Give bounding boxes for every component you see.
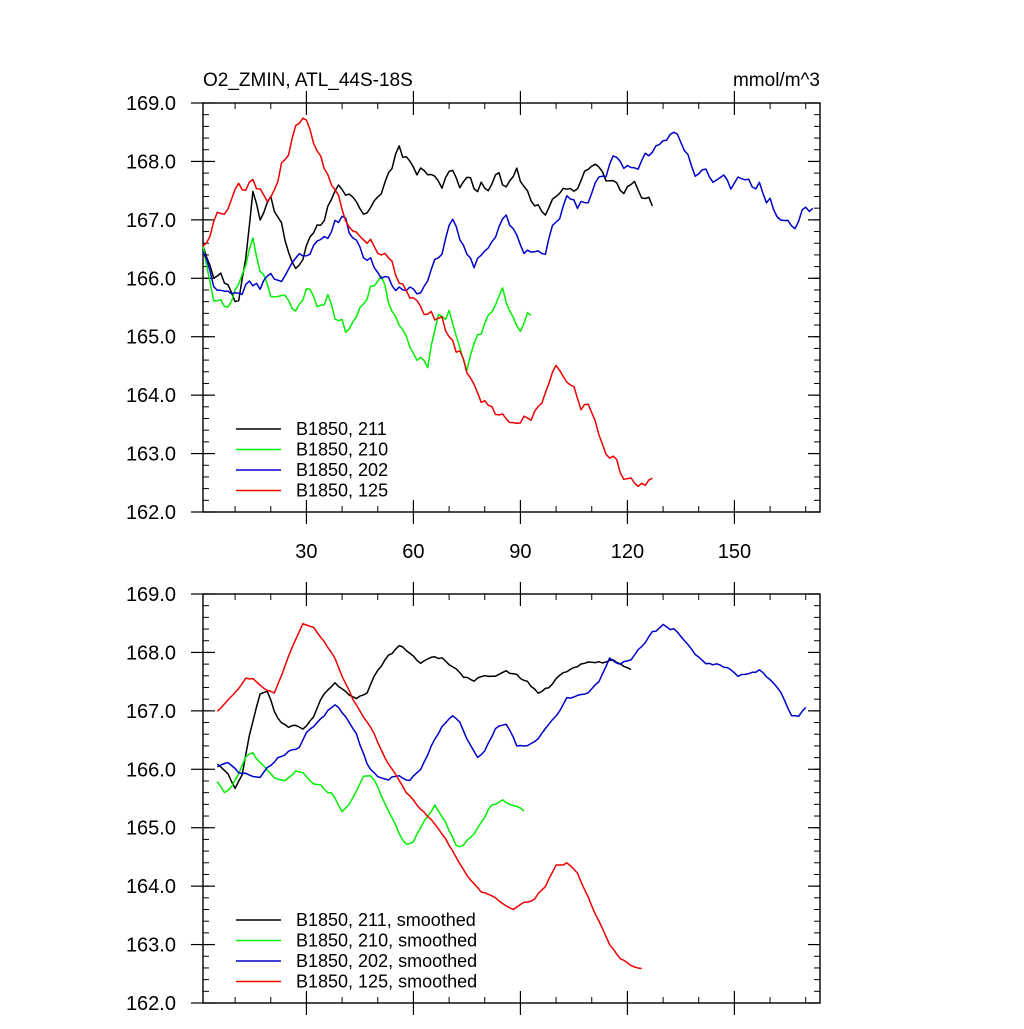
series-line-green	[216, 751, 525, 848]
legend-label: B1850, 125	[296, 481, 388, 501]
series-line-red	[216, 622, 642, 970]
y-tick-label: 166.0	[126, 268, 176, 290]
chart-panel-1: 162.0 163.0 164.0 165.0 166.0 167.0 168.0 169.0…	[126, 91, 821, 563]
y-tick-label: 165.0	[126, 327, 176, 349]
y-tick-label: 167.0	[126, 701, 176, 723]
y-tick-label: 162.0	[126, 993, 176, 1015]
y-tick-label: 163.0	[126, 444, 176, 466]
y-tick-label: 166.0	[126, 759, 176, 781]
y-tick-label: 169.0	[126, 93, 176, 115]
chart-units: mmol/m^3	[733, 70, 820, 91]
series-line-red	[202, 117, 653, 488]
plot-frame	[202, 593, 821, 1004]
series-line-black	[216, 644, 632, 790]
legend-label: B1850, 211, smoothed	[296, 910, 476, 930]
legend-label: B1850, 202	[296, 460, 388, 480]
legend-label: B1850, 210, smoothed	[296, 931, 477, 951]
chart-title: O2_ZMIN, ATL_44S-18S	[203, 70, 413, 91]
x-tick-label: 120	[611, 541, 644, 563]
x-tick-label: 60	[402, 541, 424, 563]
y-tick-label: 165.0	[126, 818, 176, 840]
x-tick-label: 90	[509, 541, 531, 563]
y-tick-label: 168.0	[126, 151, 176, 173]
y-tick-label: 169.0	[126, 584, 176, 606]
legend-label: B1850, 211	[296, 419, 387, 439]
x-tick-label: 150	[718, 541, 751, 563]
series-line-blue	[202, 131, 814, 296]
y-tick-label: 162.0	[126, 502, 176, 524]
y-tick-label: 168.0	[126, 642, 176, 664]
plot-frame	[202, 102, 821, 513]
y-tick-label: 163.0	[126, 935, 176, 957]
series-line-blue	[216, 623, 807, 782]
legend-label: B1850, 202, smoothed	[296, 951, 477, 971]
x-tick-label: 30	[295, 541, 317, 563]
series-line-black	[202, 145, 654, 303]
legend-label: B1850, 210	[296, 440, 388, 460]
legend-label: B1850, 125, smoothed	[296, 972, 477, 992]
series-line-green	[202, 237, 532, 372]
y-tick-label: 164.0	[126, 385, 176, 407]
y-tick-label: 164.0	[126, 876, 176, 898]
y-tick-label: 167.0	[126, 210, 176, 232]
chart-panel-2: 162.0 163.0 164.0 165.0 166.0 167.0 168.0 169.0…	[126, 582, 821, 1015]
